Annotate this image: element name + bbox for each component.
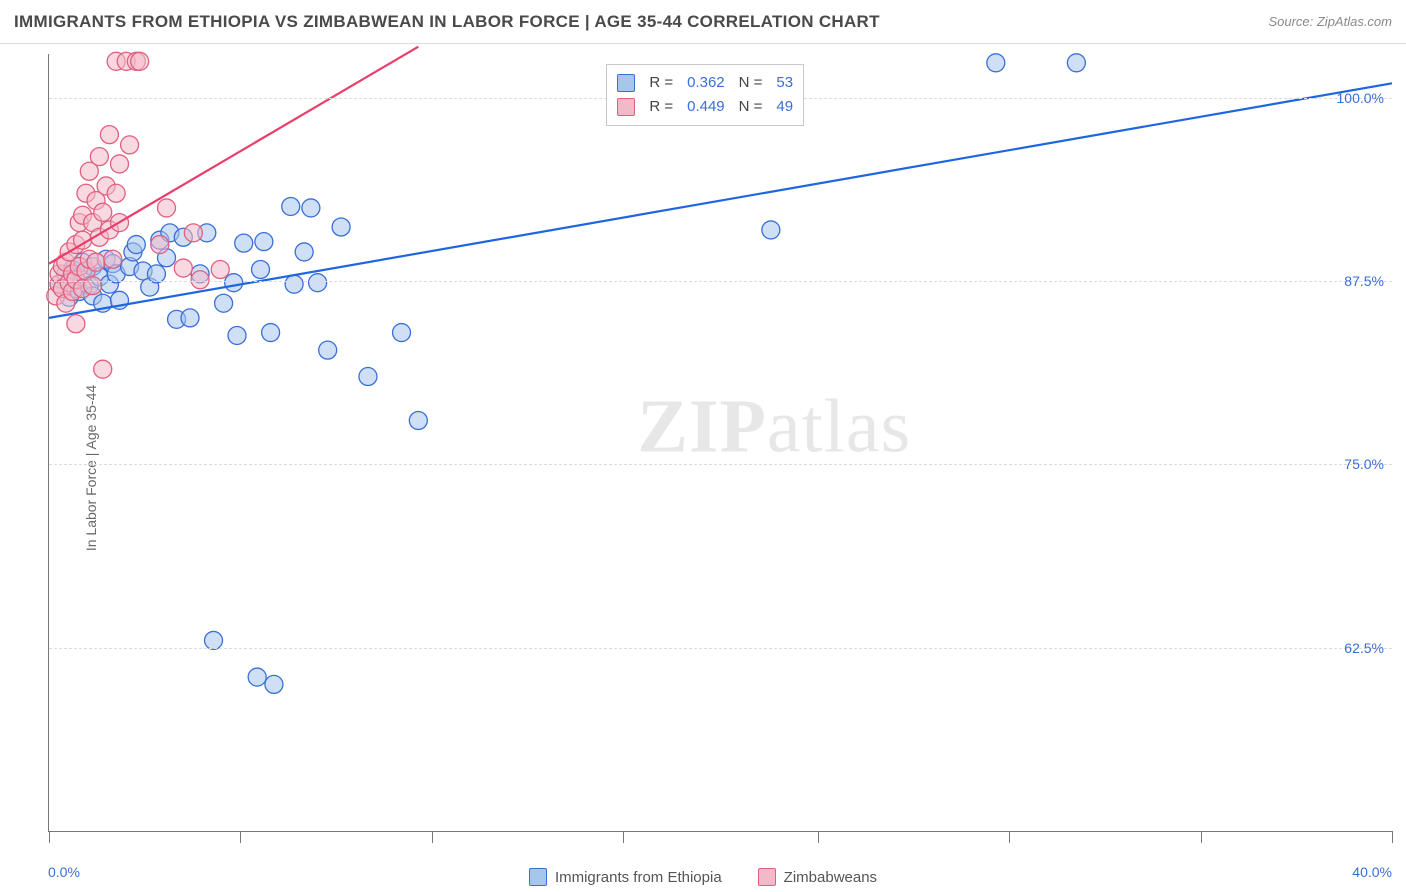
data-point [285, 275, 303, 293]
data-point [104, 250, 122, 268]
data-point [309, 274, 327, 292]
data-point [111, 155, 129, 173]
source-prefix: Source: [1268, 14, 1316, 29]
x-tick [1009, 831, 1010, 843]
correlation-row: R = 0.449 N = 49 [617, 95, 793, 119]
correlation-row: R = 0.362 N = 53 [617, 71, 793, 95]
gridline [49, 464, 1392, 465]
data-point [181, 309, 199, 327]
data-point [147, 265, 165, 283]
data-point [127, 236, 145, 254]
data-point [205, 631, 223, 649]
data-point [100, 126, 118, 144]
data-point [90, 148, 108, 166]
legend-item: Immigrants from Ethiopia [529, 868, 722, 886]
data-point [84, 277, 102, 295]
plot-svg [49, 54, 1392, 831]
data-point [1067, 54, 1085, 72]
x-tick [1392, 831, 1393, 843]
data-point [762, 221, 780, 239]
plot-region: ZIPatlas R =0.362N =53R =0.449N =49 62.5… [48, 54, 1392, 832]
data-point [265, 675, 283, 693]
x-tick [818, 831, 819, 843]
gridline [49, 281, 1392, 282]
title-bar: IMMIGRANTS FROM ETHIOPIA VS ZIMBABWEAN I… [0, 0, 1406, 44]
data-point [409, 412, 427, 430]
source-name: ZipAtlas.com [1317, 14, 1392, 29]
gridline [49, 648, 1392, 649]
bottom-legend: Immigrants from Ethiopia Zimbabweans [0, 868, 1406, 886]
correlation-legend: R = 0.362 N = 53 R = 0.449 N = 49 [606, 64, 804, 126]
legend-label: Zimbabweans [784, 869, 877, 886]
data-point [184, 224, 202, 242]
legend-item: Zimbabweans [758, 868, 877, 886]
x-tick [432, 831, 433, 843]
legend-label: Immigrants from Ethiopia [555, 869, 722, 886]
data-point [332, 218, 350, 236]
data-point [319, 341, 337, 359]
data-point [67, 315, 85, 333]
data-point [174, 259, 192, 277]
data-point [302, 199, 320, 217]
corr-r-label: R = [649, 71, 673, 95]
data-point [393, 324, 411, 342]
data-point [158, 199, 176, 217]
data-point [235, 234, 253, 252]
y-tick-label: 100.0% [1337, 90, 1384, 106]
data-point [262, 324, 280, 342]
data-point [211, 261, 229, 279]
chart-area: In Labor Force | Age 35-44 ZIPatlas R =0… [0, 44, 1406, 892]
legend-swatch [617, 98, 635, 116]
corr-r-value: 0.449 [687, 95, 725, 119]
data-point [987, 54, 1005, 72]
data-point [191, 271, 209, 289]
data-point [252, 261, 270, 279]
corr-n-value: 49 [776, 95, 793, 119]
data-point [359, 368, 377, 386]
page-title: IMMIGRANTS FROM ETHIOPIA VS ZIMBABWEAN I… [14, 12, 880, 32]
corr-n-value: 53 [776, 71, 793, 95]
source-attribution: Source: ZipAtlas.com [1268, 14, 1392, 29]
corr-r-value: 0.362 [687, 71, 725, 95]
data-point [228, 326, 246, 344]
legend-swatch [529, 868, 547, 886]
x-tick [623, 831, 624, 843]
data-point [87, 253, 105, 271]
data-point [282, 197, 300, 215]
y-tick-label: 87.5% [1344, 273, 1384, 289]
data-point [151, 236, 169, 254]
legend-swatch [617, 74, 635, 92]
data-point [121, 136, 139, 154]
y-tick-label: 62.5% [1344, 640, 1384, 656]
corr-n-label: N = [739, 95, 763, 119]
data-point [215, 294, 233, 312]
data-point [225, 274, 243, 292]
legend-swatch [758, 868, 776, 886]
data-point [94, 360, 112, 378]
x-tick [1201, 831, 1202, 843]
data-point [248, 668, 266, 686]
corr-n-label: N = [739, 71, 763, 95]
data-point [94, 203, 112, 221]
x-tick [240, 831, 241, 843]
data-point [255, 233, 273, 251]
data-point [131, 52, 149, 70]
y-tick-label: 75.0% [1344, 456, 1384, 472]
corr-r-label: R = [649, 95, 673, 119]
x-tick [49, 831, 50, 843]
data-point [295, 243, 313, 261]
data-point [107, 184, 125, 202]
